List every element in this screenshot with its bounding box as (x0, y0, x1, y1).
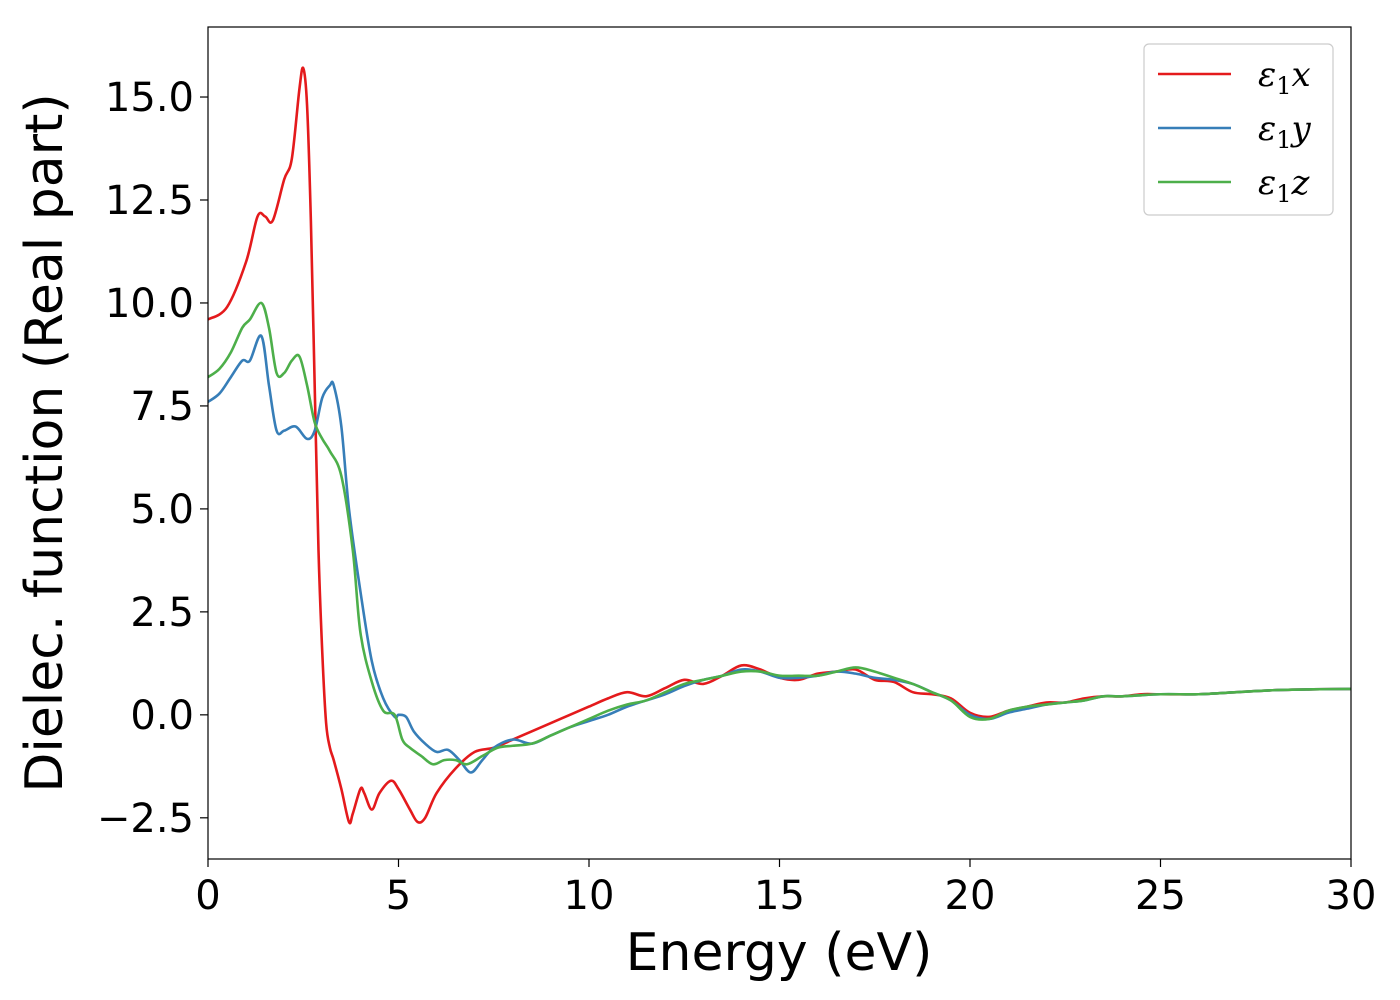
y-tick-label: 10.0 (105, 281, 194, 327)
x-tick-label: 10 (564, 873, 615, 919)
legend-label-x: ε1x (1258, 55, 1311, 100)
x-tick-label: 30 (1326, 873, 1377, 919)
legend-label-z: ε1z (1258, 163, 1311, 208)
legend-box (1143, 43, 1334, 216)
x-tick-label: 25 (1135, 873, 1186, 919)
y-tick-label: 12.5 (105, 178, 194, 224)
y-axis: −2.5 0.0 2.5 5.0 7.5 10.0 12.5 15.0 (97, 75, 208, 842)
x-tick-label: 5 (386, 873, 411, 919)
legend-label-y: ε1y (1258, 109, 1312, 154)
x-tick-label: 20 (945, 873, 996, 919)
y-tick-label: −2.5 (97, 796, 194, 842)
series-layer (208, 66, 1351, 825)
legend-entries: ε1x ε1y ε1z (1158, 55, 1312, 208)
x-tick-label: 0 (195, 873, 220, 919)
y-tick-label: 0.0 (130, 693, 194, 739)
legend: ε1x ε1y ε1z (1143, 43, 1334, 216)
x-axis-title: Energy (eV) (626, 923, 933, 983)
x-tick-label: 15 (754, 873, 805, 919)
y-tick-label: 15.0 (105, 75, 194, 121)
series-line-z (208, 301, 1351, 766)
y-tick-label: 5.0 (130, 487, 194, 533)
x-axis: 0 5 10 15 20 25 30 (195, 859, 1376, 919)
y-tick-label: 7.5 (130, 384, 194, 430)
y-axis-title: Dielec. function (Real part) (15, 93, 75, 792)
y-tick-label: 2.5 (130, 590, 194, 636)
